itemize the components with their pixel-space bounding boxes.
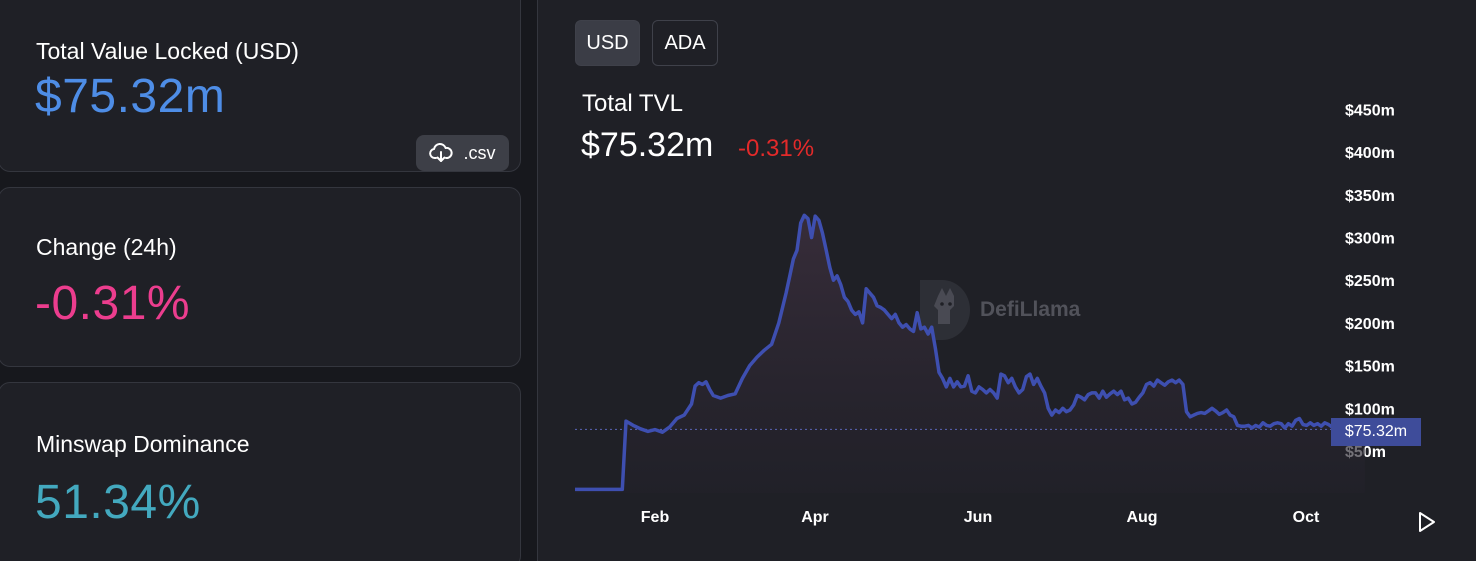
x-tick-label: Feb: [641, 509, 670, 526]
watermark-text: DefiLlama: [980, 298, 1081, 321]
defillama-logo: [920, 280, 970, 340]
chart-title: Total TVL: [582, 90, 683, 117]
csv-button-label: .csv: [463, 142, 496, 163]
chart-value: $75.32m: [581, 126, 714, 164]
change-value: -0.31%: [35, 277, 191, 330]
dominance-value: 51.34%: [35, 476, 201, 529]
tvl-line: [575, 213, 1366, 492]
y-tick-label: $400m: [1345, 145, 1395, 162]
change-card: Change (24h) -0.31%: [0, 187, 521, 367]
tvl-card: Total Value Locked (USD) $75.32m: [0, 0, 521, 172]
chart-change: -0.31%: [738, 135, 815, 162]
y-tick-label: $450m: [1345, 102, 1395, 119]
tvl-label: Total Value Locked (USD): [36, 38, 299, 64]
dominance-label: Minswap Dominance: [36, 431, 250, 457]
download-csv-button[interactable]: .csv: [416, 135, 509, 171]
toggle-ada[interactable]: ADA: [652, 20, 718, 66]
x-tick-label: Aug: [1126, 509, 1157, 526]
y-tick-label: $250m: [1345, 273, 1395, 290]
dominance-card: Minswap Dominance 51.34%: [0, 382, 521, 561]
defillama-watermark: DefiLlama: [918, 280, 1080, 340]
x-tick-label: Jun: [964, 509, 992, 526]
change-label: Change (24h): [36, 234, 177, 260]
x-tick-label: Apr: [801, 509, 829, 526]
tvl-value: $75.32m: [35, 70, 226, 123]
cloud-download-icon: [429, 142, 454, 162]
y-tick-label: $200m: [1345, 316, 1395, 333]
y-tick-label: $300m: [1345, 231, 1395, 248]
y-tick-label: $100m: [1345, 401, 1395, 418]
toggle-usd[interactable]: USD: [575, 20, 640, 66]
play-icon[interactable]: [1417, 511, 1437, 533]
tvl-area: [575, 215, 1365, 494]
y-tick-label: $350m: [1345, 188, 1395, 205]
y-tick-label: $150m: [1345, 359, 1395, 376]
current-value-label: $75.32m: [1331, 418, 1421, 446]
x-tick-label: Oct: [1293, 509, 1320, 526]
